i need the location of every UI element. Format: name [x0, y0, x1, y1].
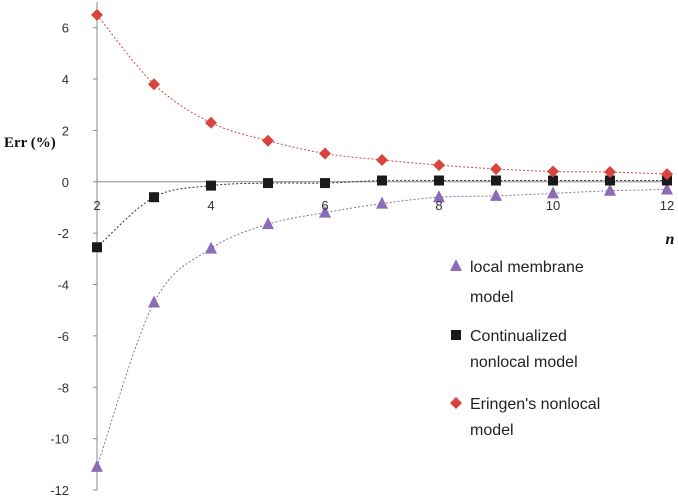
- y-tick-label: 2: [62, 123, 69, 138]
- point-series-0-6: [433, 190, 445, 203]
- legend-marker-series-2: [450, 397, 462, 409]
- point-series-1-9: [605, 175, 615, 186]
- legend-label-series-2: model: [470, 422, 514, 439]
- point-series-0-0: [91, 459, 103, 472]
- legend-label-series-0: local membrane: [470, 259, 584, 276]
- legend-label-series-1: Continualized: [470, 328, 567, 345]
- point-series-1-8: [548, 175, 558, 186]
- point-series-1-2: [206, 180, 216, 191]
- x-tick-label: 6: [321, 198, 328, 213]
- point-series-1-3: [263, 178, 273, 189]
- point-series-0-10: [661, 182, 673, 195]
- legend-marker-series-0: [450, 259, 462, 271]
- point-series-0-2: [205, 241, 217, 254]
- legend-marker-series-1: [451, 330, 461, 340]
- y-tick-label: -4: [57, 278, 69, 293]
- legend-label-series-2: Eringen's nonlocal: [470, 396, 600, 413]
- axis-labels: 6 4 2 0 -2 -4 -6 -8 -10 -12 2 4 6 8 10 12 Err (%) n: [4, 21, 675, 498]
- y-tick-label: -2: [57, 226, 69, 241]
- x-tick-label: 12: [660, 198, 674, 213]
- y-tick-label: 4: [62, 72, 69, 87]
- point-series-2-10: [661, 168, 673, 181]
- y-tick-label: -6: [57, 329, 69, 344]
- y-tick-label: 0: [62, 175, 69, 190]
- point-series-1-1: [149, 192, 159, 203]
- point-series-1-6: [434, 175, 444, 186]
- legend-label-series-0: model: [470, 289, 514, 306]
- point-series-2-5: [376, 153, 388, 166]
- x-tick-label: 8: [435, 198, 442, 213]
- y-tick-label: -10: [50, 432, 69, 447]
- x-tick-label: 2: [93, 198, 100, 213]
- legend: local membrane model Continualized nonlocal…: [450, 259, 600, 439]
- point-series-2-4: [319, 147, 331, 160]
- x-axis-label: n: [666, 231, 675, 248]
- point-series-0-9: [604, 183, 616, 196]
- y-tick-label: -12: [50, 483, 69, 498]
- point-series-1-10: [662, 175, 672, 186]
- y-axis-label: Err (%): [4, 135, 56, 151]
- trend-line-series-0: [96, 188, 668, 468]
- point-series-1-5: [377, 175, 387, 186]
- point-series-2-0: [91, 8, 103, 21]
- point-series-0-1: [148, 295, 160, 308]
- y-tick-label: 6: [62, 21, 69, 36]
- x-tick-label: 10: [546, 198, 560, 213]
- trend-line-series-1: [96, 179, 667, 248]
- point-series-2-3: [262, 134, 274, 147]
- point-series-2-9: [604, 166, 616, 179]
- axes: [93, 2, 668, 491]
- point-series-1-7: [491, 175, 501, 186]
- y-tick-label: -8: [57, 380, 69, 395]
- point-series-2-1: [148, 78, 160, 91]
- point-series-2-7: [490, 162, 502, 175]
- x-tick-label: 4: [207, 198, 214, 213]
- point-series-2-6: [433, 159, 445, 172]
- point-series-1-4: [320, 178, 330, 189]
- data-points: [91, 8, 673, 472]
- point-series-0-8: [547, 186, 559, 199]
- point-series-2-8: [547, 165, 559, 178]
- legend-label-series-1: nonlocal model: [470, 354, 578, 371]
- trend-line-series-2: [96, 14, 668, 175]
- point-series-1-0: [92, 242, 102, 253]
- point-series-2-2: [205, 116, 217, 129]
- point-series-0-4: [319, 205, 331, 218]
- point-series-0-3: [262, 217, 274, 230]
- point-series-0-5: [376, 196, 388, 209]
- point-series-0-7: [490, 188, 502, 201]
